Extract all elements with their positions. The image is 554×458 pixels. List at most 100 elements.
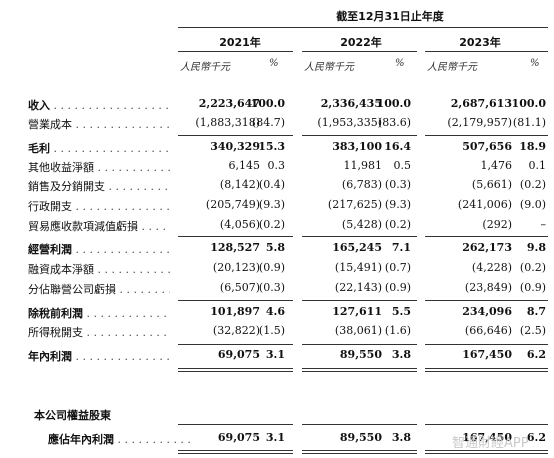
cell-value: 3.1 [265,348,285,361]
leader-dots: . . . . . . . . . . . . . . . . . . . . … [119,283,170,296]
cell-value: 2,223,647 [198,97,260,110]
attrib-heading: 本公司權益股東 [34,409,111,422]
cell-value: 9.8 [526,241,546,254]
leader-dots: . . . . . . . . . . . . . . . . . . . . … [75,200,170,213]
total-double-rule [425,371,548,372]
subtotal-rule [425,135,548,136]
pct-label-3: % [530,58,540,69]
pct-label-2: % [395,58,405,69]
row-label: 行政開支 . . . . . . . . . . . . . . . . . .… [28,198,170,214]
cell-value: (0.4) [258,178,285,191]
unit-label-1: 人民幣千元 [180,62,230,73]
leader-dots: . . . . . . . . . . . . . . . . . . . . … [86,326,170,339]
attrib-value: 89,550 [339,431,382,444]
watermark-text: 智通財經APP [452,436,529,451]
cell-value: 4.6 [265,305,285,318]
cell-value: 6.2 [526,348,546,361]
attrib-double-rule [425,453,548,454]
cell-value: 5.5 [391,305,411,318]
cell-value: (6,783) [341,178,382,191]
cell-value: (1.6) [384,324,411,337]
cell-value: (8,142) [219,178,260,191]
cell-value: 7.1 [391,241,411,254]
cell-value: (81.1) [512,116,546,129]
row-label: 融資成本淨額 . . . . . . . . . . . . . . . . .… [28,261,170,277]
cell-value: 127,611 [332,305,382,318]
attrib-value: 69,075 [217,431,260,444]
subtotal-rule [178,236,293,237]
subtotal-rule [302,135,417,136]
cell-value: 383,100 [332,140,382,153]
cell-value: 234,096 [462,305,512,318]
attrib-top-rule [178,424,293,425]
cell-value: 0.5 [393,159,412,172]
row-label: 營業成本 . . . . . . . . . . . . . . . . . .… [28,116,170,132]
cell-value: (0.9) [519,281,546,294]
attrib-value: 3.8 [391,431,411,444]
row-label: 分佔聯營公司虧損 . . . . . . . . . . . . . . . .… [28,281,170,297]
row-label: 所得稅開支 . . . . . . . . . . . . . . . . . … [28,324,170,340]
cell-value: – [540,218,547,231]
cell-value: (32,822) [212,324,260,337]
cell-value: (0.9) [384,281,411,294]
cell-value: (2.5) [519,324,546,337]
cell-value: (5,661) [471,178,512,191]
total-double-rule [178,371,293,372]
cell-value: (9.0) [519,198,546,211]
leader-dots: . . . . . . . . . . . . . . . . . . . . … [75,350,170,363]
cell-value: (0.9) [258,261,285,274]
cell-value: (217,625) [327,198,382,211]
cell-value: 15.3 [258,140,285,153]
cell-value: (66,646) [464,324,512,337]
cell-value: 3.8 [391,348,411,361]
leader-dots: . . . . . . . . . . . . . . . . . . . . … [141,220,170,233]
total-double-rule [425,368,548,369]
cell-value: 69,075 [217,348,260,361]
attrib-double-rule [302,453,417,454]
cell-value: (292) [482,218,512,231]
leader-dots: . . . . . . . . . . . . . . . . . . . . … [53,99,170,112]
cell-value: (15,491) [334,261,382,274]
header-rule [178,27,548,28]
row-label: 其他收益淨額 . . . . . . . . . . . . . . . . .… [28,159,170,175]
cell-value: (0.2) [519,261,546,274]
cell-value: (1,883,318) [195,116,260,129]
cell-value: (9.3) [384,198,411,211]
cell-value: 2,336,435 [320,97,382,110]
cell-value: 5.8 [265,241,285,254]
cell-value: 89,550 [339,348,382,361]
cell-value: (0.3) [258,281,285,294]
cell-value: 100.0 [511,97,546,110]
subtotal-rule [178,300,293,301]
subtotal-rule [425,344,548,345]
cell-value: 101,897 [210,305,260,318]
cell-value: (83.6) [377,116,411,129]
leader-dots: . . . . . . . . . . . . . . . . . . . . … [117,433,190,446]
cell-value: 11,981 [343,159,383,172]
attrib-label: 應佔年內利潤 . . . . . . . . . . . . . . . . .… [48,431,190,447]
unit-label-3: 人民幣千元 [427,62,477,73]
cell-value: (0.2) [258,218,285,231]
cell-value: (0.7) [384,261,411,274]
cell-value: (22,143) [334,281,382,294]
cell-value: (5,428) [341,218,382,231]
row-label: 收入 . . . . . . . . . . . . . . . . . . .… [28,97,170,113]
row-label: 除稅前利潤 . . . . . . . . . . . . . . . . . … [28,305,170,321]
unit-label-2: 人民幣千元 [304,62,354,73]
row-label: 銷售及分銷開支 . . . . . . . . . . . . . . . . … [28,178,170,194]
year-rule-1 [178,51,293,52]
row-label: 貿易應收款項減值虧損 . . . . . . . . . . . . . . .… [28,218,170,234]
cell-value: (0.2) [384,218,411,231]
subtotal-rule [302,236,417,237]
cell-value: (23,849) [464,281,512,294]
period-heading: 截至12月31日止年度 [336,10,444,23]
total-double-rule [302,368,417,369]
year-rule-2 [302,51,417,52]
cell-value: (6,507) [219,281,260,294]
cell-value: (1,953,335) [317,116,382,129]
row-label: 毛利 . . . . . . . . . . . . . . . . . . .… [28,140,170,156]
cell-value: 128,527 [210,241,260,254]
cell-value: 0.3 [267,159,286,172]
cell-value: 165,245 [332,241,382,254]
subtotal-rule [302,300,417,301]
